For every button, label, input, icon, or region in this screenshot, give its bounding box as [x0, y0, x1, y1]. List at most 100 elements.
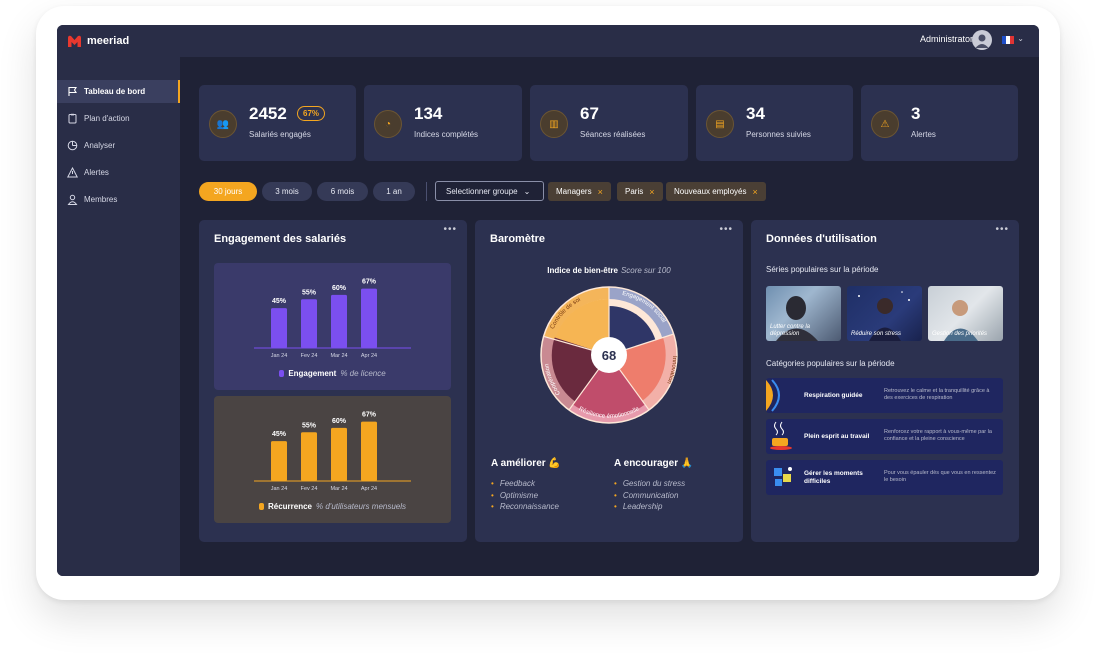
people-icon: 👥: [209, 110, 237, 138]
logo[interactable]: meeriad: [67, 34, 129, 48]
more-options-icon[interactable]: •••: [719, 224, 733, 235]
alert-icon: ⚠: [871, 110, 899, 138]
chart-bar[interactable]: [271, 441, 287, 481]
kpi-card-indices[interactable]: ◔ 134 Indices complétés: [364, 85, 522, 161]
list-item: Feedback: [491, 478, 559, 490]
tick-label: Fev 24: [301, 353, 318, 359]
sidebar-item-label: Tableau de bord: [84, 87, 146, 96]
sidebar-item-label: Analyser: [84, 141, 116, 150]
category-title: Gérer les moments difficiles: [804, 470, 863, 485]
category-desc: Retrouvez le calme et la tranquillité gr…: [884, 388, 990, 401]
more-options-icon[interactable]: •••: [995, 224, 1009, 235]
series-thumbnail[interactable]: Réduire son stress: [847, 286, 922, 341]
user-name[interactable]: Administrator: [919, 34, 973, 44]
avatar-user-icon: [975, 34, 989, 48]
period-6-months[interactable]: 6 mois: [317, 182, 368, 201]
list-item: Gestion du stress: [614, 478, 685, 490]
legend-sub: % d'utilisateurs mensuels: [316, 502, 407, 511]
series-thumbnail[interactable]: Lutter contre la dépression: [766, 286, 841, 341]
sidebar-item-alerts[interactable]: Alertes: [57, 161, 180, 184]
period-30-days[interactable]: 30 jours: [199, 182, 257, 201]
legend-label: Récurrence: [267, 502, 312, 511]
group-select-label: Selectionner groupe: [446, 186, 518, 196]
filter-chip[interactable]: Paris ×: [617, 182, 663, 201]
category-item[interactable]: Plein esprit au travail Renforcez votre …: [766, 419, 1003, 454]
legend-swatch: [279, 370, 285, 377]
period-3-months[interactable]: 3 mois: [262, 182, 312, 201]
chart-legend: Engagement% de licence: [214, 369, 451, 378]
french-flag-icon[interactable]: [1002, 36, 1014, 44]
chart-bar[interactable]: [361, 421, 377, 481]
series-heading: Séries populaires sur la période: [766, 265, 879, 274]
chart-bar[interactable]: [301, 432, 317, 481]
user-icon: [67, 194, 78, 205]
list-item: Reconnaissance: [491, 501, 559, 513]
chart-bar[interactable]: [271, 308, 287, 348]
encourage-list: Gestion du stress Communication Leadersh…: [614, 478, 685, 513]
sidebar-item-analyse[interactable]: Analyser: [57, 134, 180, 157]
filter-chip[interactable]: Nouveaux employés ×: [666, 182, 766, 201]
more-options-icon[interactable]: •••: [443, 224, 457, 235]
close-icon[interactable]: ×: [649, 186, 655, 197]
kpi-label: Salariés engagés: [249, 130, 311, 139]
barometer-subtitle: Indice de bien-être Score sur 100: [475, 266, 743, 275]
data-label: 55%: [302, 289, 317, 296]
person-silhouette-icon: [776, 296, 818, 341]
category-title: Plein esprit au travail: [804, 433, 870, 440]
tick-label: Mar 24: [330, 353, 347, 359]
kpi-card-followed[interactable]: ▤ 34 Personnes suivies: [696, 85, 853, 161]
kpi-card-sessions[interactable]: ▥ 67 Séances réalisées: [530, 85, 688, 161]
segment-label: Innovation: [665, 356, 677, 385]
recurrence-bar-chart: 45% Jan 24 55% Fev 24 60% Mar 24 67% Apr 24: [254, 412, 411, 492]
engagement-chart: 45% Jan 24 55% Fev 24 60% Mar 24 67% Apr 24 Eng…: [214, 263, 451, 390]
close-icon[interactable]: ×: [597, 186, 603, 197]
barometer-panel: Baromètre ••• Indice de bien-être Score s…: [475, 220, 743, 542]
sidebar-item-members[interactable]: Membres: [57, 188, 180, 211]
engagement-bar-chart: 45% Jan 24 55% Fev 24 60% Mar 24 67% Apr 24: [254, 279, 411, 359]
coffee-cup-icon: [770, 421, 792, 450]
tick-label: Jan 24: [271, 486, 288, 492]
tick-label: Apr 24: [361, 486, 377, 492]
barometer-subtitle-text: Indice de bien-être: [547, 266, 618, 275]
barometer-radar: 68 Contrôle de soi Engagement social Inn…: [540, 286, 678, 424]
encourage-title: A encourager 🙏: [614, 458, 694, 469]
puzzle-icon: [774, 467, 792, 486]
legend-sub: % de licence: [340, 369, 386, 378]
filter-chip[interactable]: Managers ×: [548, 182, 611, 201]
group-select[interactable]: Selectionner groupe ⌄: [435, 181, 544, 201]
category-item[interactable]: Respiration guidée Retrouvez le calme et…: [766, 378, 1003, 413]
chart-bar[interactable]: [331, 294, 347, 348]
barometer-subtitle-note: Score sur 100: [620, 266, 671, 275]
series-thumbnail[interactable]: Gestion des priorités: [928, 286, 1003, 341]
pie-chart-icon: [67, 140, 78, 151]
clipboard-icon: [68, 113, 77, 124]
kpi-badge: 67%: [297, 106, 326, 121]
list-item: Communication: [614, 490, 685, 502]
category-desc: Renforcez votre rapport à vous-même par …: [884, 429, 992, 442]
list-item: Leadership: [614, 501, 685, 513]
chart-bar[interactable]: [361, 288, 377, 348]
category-title: Respiration guidée: [804, 392, 863, 399]
sidebar-item-action-plan[interactable]: Plan d'action: [57, 107, 180, 130]
kpi-label: Séances réalisées: [580, 130, 646, 139]
chart-bar[interactable]: [301, 299, 317, 348]
avatar[interactable]: [972, 30, 992, 50]
tick-label: Mar 24: [330, 486, 347, 492]
kpi-label: Indices complétés: [414, 130, 479, 139]
top-bar: Administrator ⌄: [180, 25, 1039, 57]
close-icon[interactable]: ×: [752, 186, 758, 197]
chart-bar[interactable]: [331, 427, 347, 481]
legend-label: Engagement: [288, 369, 337, 378]
breathing-icon: [766, 379, 780, 412]
chevron-down-icon[interactable]: ⌄: [1017, 34, 1024, 43]
sidebar-item-dashboard[interactable]: Tableau de bord: [57, 80, 180, 103]
category-item[interactable]: Gérer les moments difficiles Pour vous é…: [766, 460, 1003, 495]
kpi-card-alerts[interactable]: ⚠ 3 Alertes: [861, 85, 1018, 161]
sidebar-item-label: Membres: [84, 195, 118, 204]
kpi-card-engaged[interactable]: 👥 2452 67% Salariés engagés: [199, 85, 356, 161]
kpi-value: 2452: [249, 104, 287, 123]
book-icon: ▥: [540, 110, 568, 138]
period-1-year[interactable]: 1 an: [373, 182, 415, 201]
improve-list: Feedback Optimisme Reconnaissance: [491, 478, 559, 513]
kpi-value: 134: [414, 104, 443, 123]
